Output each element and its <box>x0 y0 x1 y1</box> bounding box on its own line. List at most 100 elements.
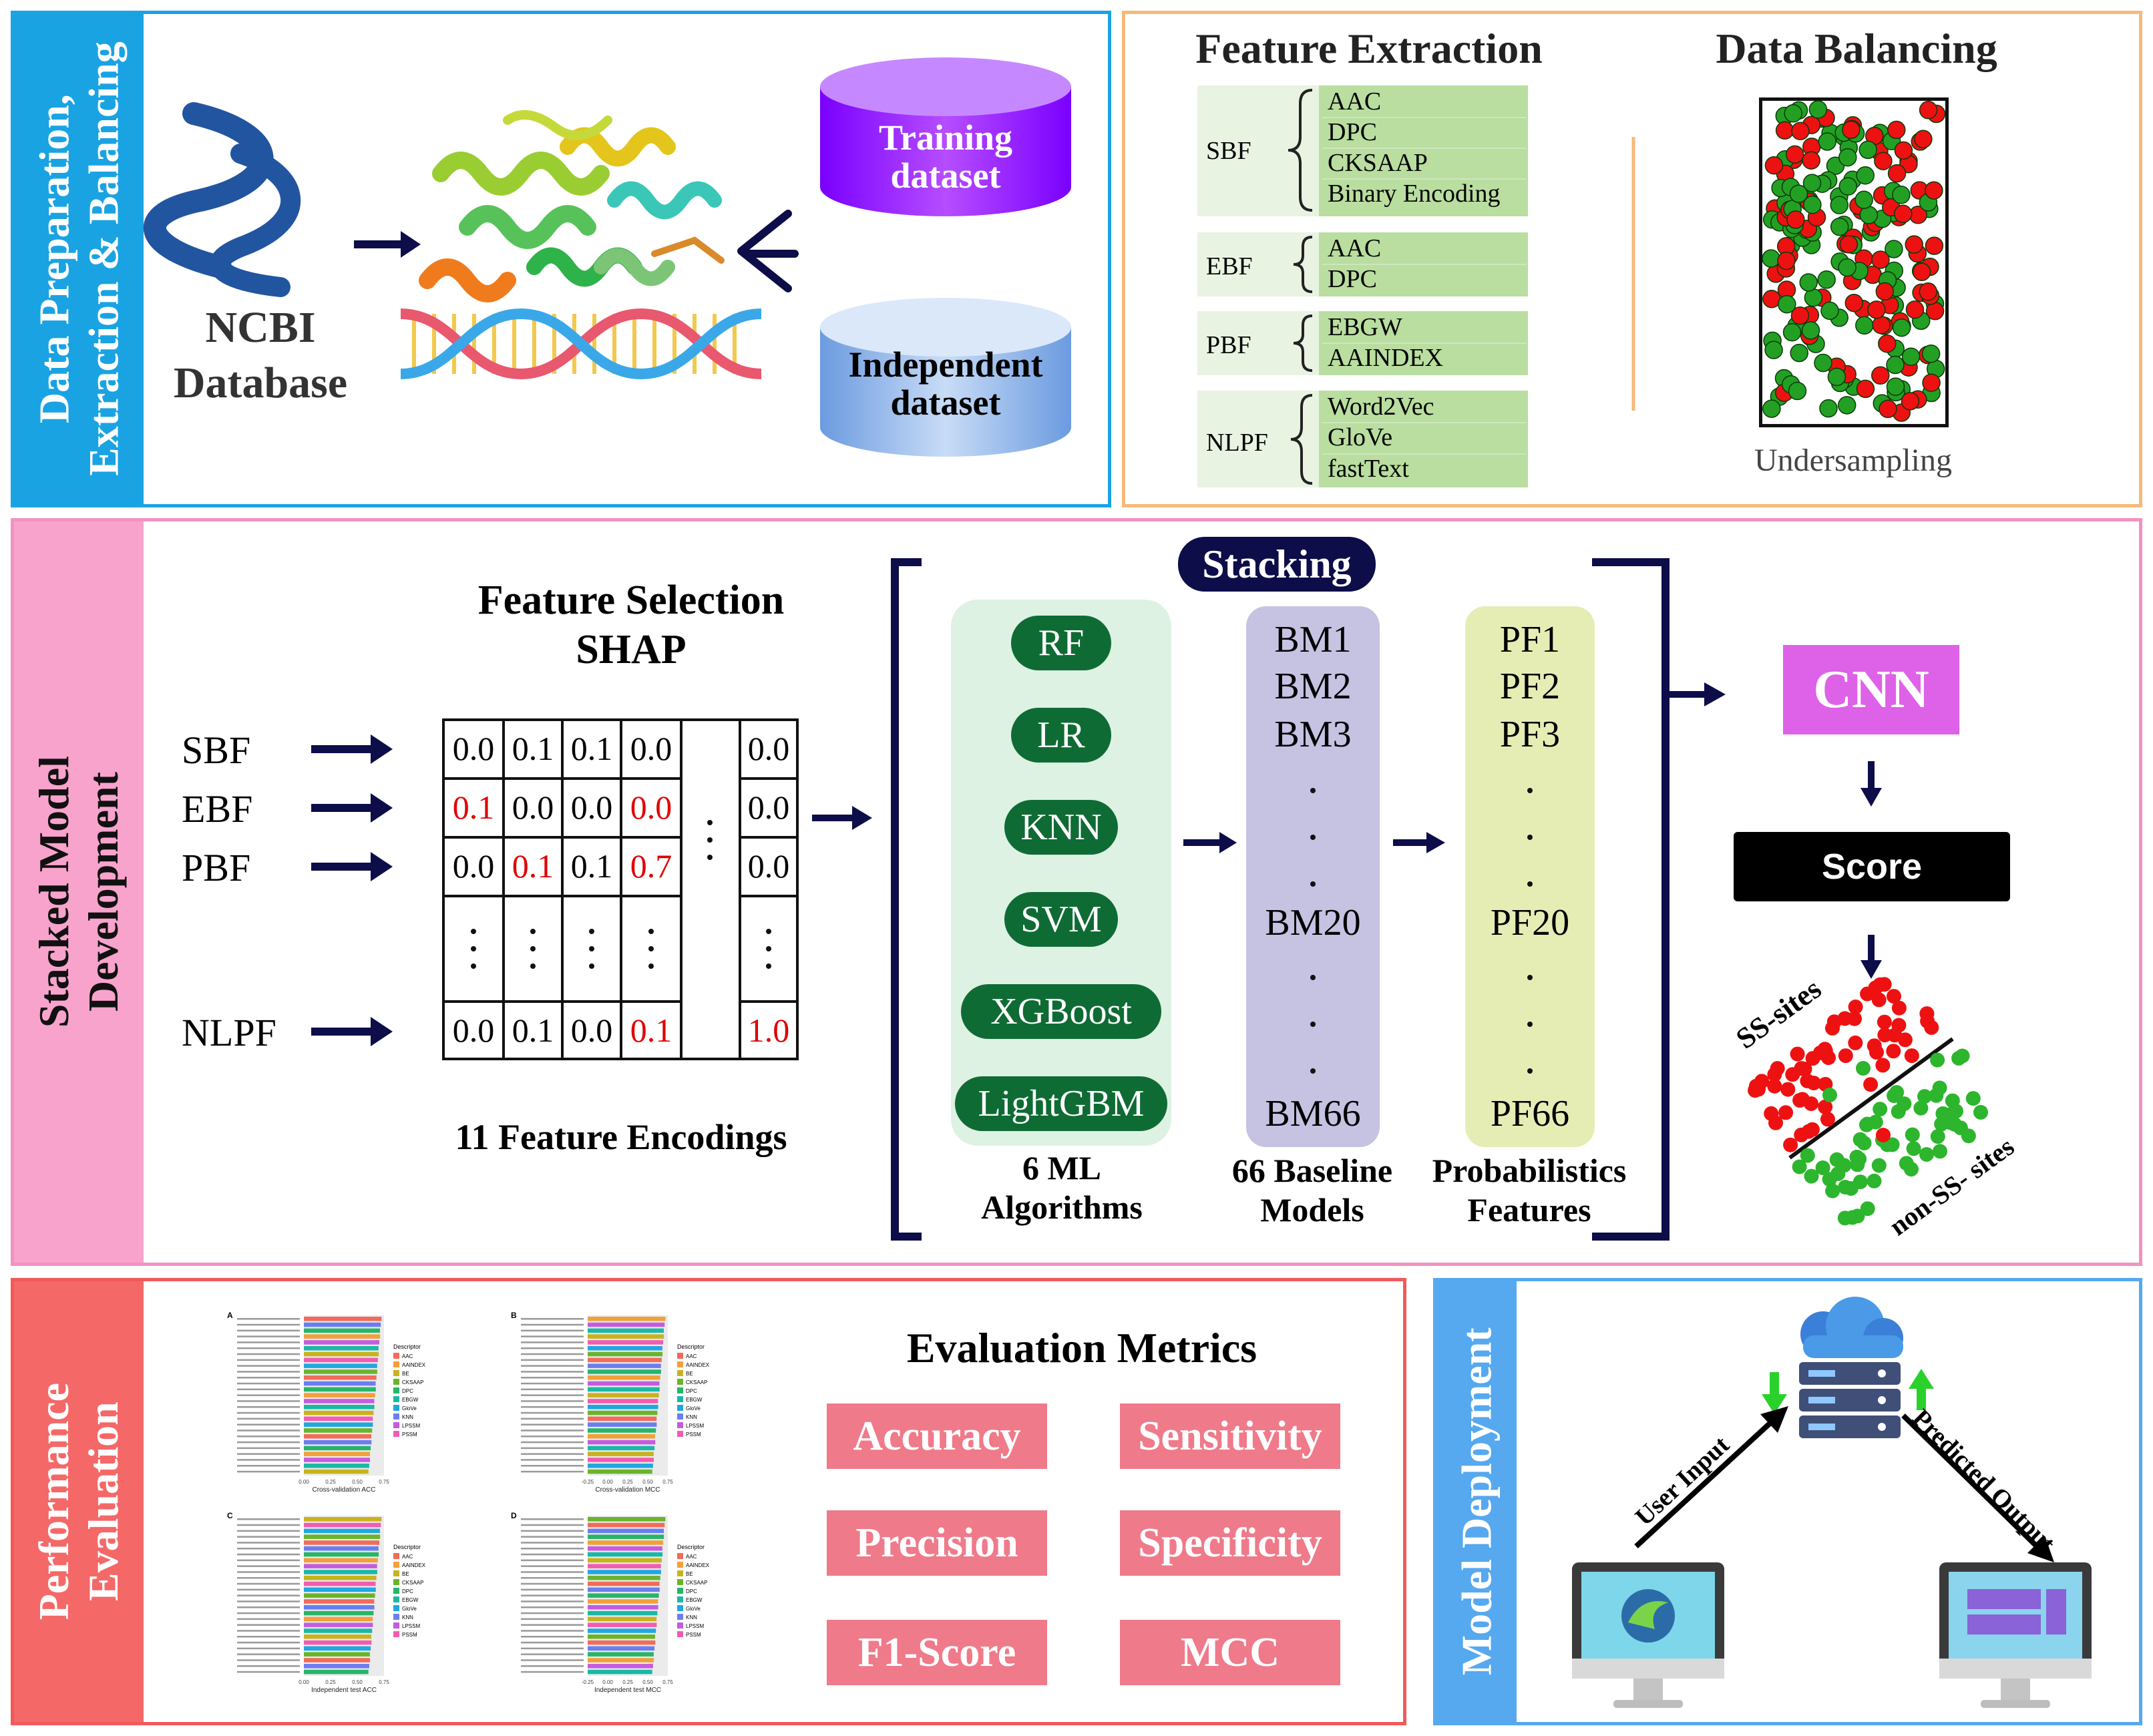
undersampling-label: Undersampling <box>1754 443 1952 478</box>
non-ss-site-dot <box>1913 1100 1929 1116</box>
green-dot <box>1819 399 1838 418</box>
probability-caption: Probabilistics Features <box>1416 1151 1643 1230</box>
legend-label: AAC <box>402 1353 413 1359</box>
bar <box>304 1387 376 1392</box>
chart-letter: C <box>227 1511 233 1520</box>
ss-site-dot <box>1848 1000 1863 1014</box>
legend-swatch <box>677 1614 683 1620</box>
bar <box>588 1464 653 1468</box>
row-label-line <box>521 1624 584 1626</box>
score-box: Score <box>1734 832 2010 901</box>
row-label-line <box>237 1341 300 1343</box>
bar <box>588 1546 662 1551</box>
ellipsis-dot <box>1527 835 1533 840</box>
bar <box>304 1610 374 1616</box>
legend-swatch <box>393 1614 399 1620</box>
bar <box>588 1599 658 1604</box>
matrix-cell: 1.0 <box>747 1012 790 1049</box>
red-dot <box>1919 101 1938 120</box>
bar <box>304 1540 379 1545</box>
green-dot <box>1808 100 1828 119</box>
ss-site-dot <box>1767 1078 1782 1094</box>
legend-swatch <box>677 1379 683 1385</box>
row-label-line <box>237 1323 300 1326</box>
bar <box>304 1640 372 1645</box>
metric-box: MCC <box>1120 1620 1340 1685</box>
row-label-line <box>237 1347 300 1349</box>
row-label-line <box>521 1412 584 1414</box>
metrics-title: Evaluation Metrics <box>906 1324 1257 1371</box>
encodings-caption: 11 Feature Encodings <box>455 1117 787 1157</box>
row-label-line <box>237 1565 300 1567</box>
legend-swatch <box>393 1631 399 1637</box>
legend-swatch <box>677 1553 683 1559</box>
bar <box>588 1428 656 1433</box>
algorithm-pill: RF <box>1011 616 1111 670</box>
row-label-line <box>237 1559 300 1562</box>
bar <box>304 1369 377 1374</box>
feature-item: Word2Vec <box>1328 393 1434 421</box>
baseline-column <box>1246 606 1380 1147</box>
bar <box>588 1410 658 1416</box>
bar <box>588 1422 657 1427</box>
bar <box>588 1552 663 1557</box>
arrow-icon <box>1861 960 1882 979</box>
feature-item: AAC <box>1328 87 1382 116</box>
row-label-line <box>521 1606 584 1608</box>
non-ss-site-dot <box>1825 1183 1840 1199</box>
row-label-line <box>237 1536 300 1538</box>
legend-label: KNN <box>402 1614 413 1620</box>
probability-column <box>1465 606 1595 1147</box>
caption-line: 6 ML <box>1022 1149 1102 1186</box>
row-label-line <box>521 1518 584 1520</box>
bar <box>588 1610 658 1616</box>
non-ss-site-dot <box>1965 1091 1981 1106</box>
row-label-line <box>237 1377 300 1379</box>
row-label-line <box>237 1624 300 1626</box>
metric-box: Sensitivity <box>1120 1403 1340 1469</box>
legend-swatch <box>393 1387 399 1393</box>
red-dot <box>1887 120 1906 140</box>
green-dot <box>1886 377 1905 396</box>
bar <box>588 1452 654 1456</box>
non-ss-site-dot <box>1951 1050 1967 1066</box>
legend-label: GloVe <box>402 1405 417 1412</box>
bar <box>304 1564 377 1568</box>
non-ss-site-dot <box>1830 1166 1846 1181</box>
row-label-line <box>237 1542 300 1544</box>
row-label-line <box>521 1588 584 1591</box>
row-label-line <box>237 1365 300 1367</box>
row-label-line <box>521 1465 584 1467</box>
legend-label: AAC <box>686 1554 697 1560</box>
feature-group-label: EBF <box>1206 252 1253 280</box>
legend-swatch <box>677 1405 683 1411</box>
bar <box>588 1363 661 1368</box>
bar <box>588 1405 658 1409</box>
ss-site-dot <box>1790 1046 1805 1062</box>
independent-line: Independent <box>848 345 1043 385</box>
row-label-line <box>237 1600 300 1602</box>
matrix-cell: 0.1 <box>570 730 613 767</box>
matrix-cell: 0.0 <box>747 730 790 767</box>
bar <box>304 1599 375 1604</box>
ss-site-dot <box>1820 1112 1835 1127</box>
separation-line <box>1788 1037 1954 1160</box>
independent-line: dataset <box>890 382 1001 423</box>
row-label-line <box>521 1341 584 1343</box>
bar <box>588 1593 659 1598</box>
row-label-line <box>521 1347 584 1349</box>
ss-site-dot <box>1887 989 1901 1004</box>
legend-swatch <box>677 1570 683 1576</box>
legend-label: BE <box>402 1371 409 1377</box>
legend-title: Descriptor <box>677 1343 705 1350</box>
legend-swatch <box>393 1588 399 1594</box>
red-dot <box>1879 399 1897 419</box>
matrix-cell: 0.0 <box>452 847 495 885</box>
green-dot <box>1838 148 1857 167</box>
axis-label: Cross-validation MCC <box>595 1486 660 1494</box>
row-label-line <box>521 1447 584 1450</box>
row-label-line <box>237 1470 300 1473</box>
